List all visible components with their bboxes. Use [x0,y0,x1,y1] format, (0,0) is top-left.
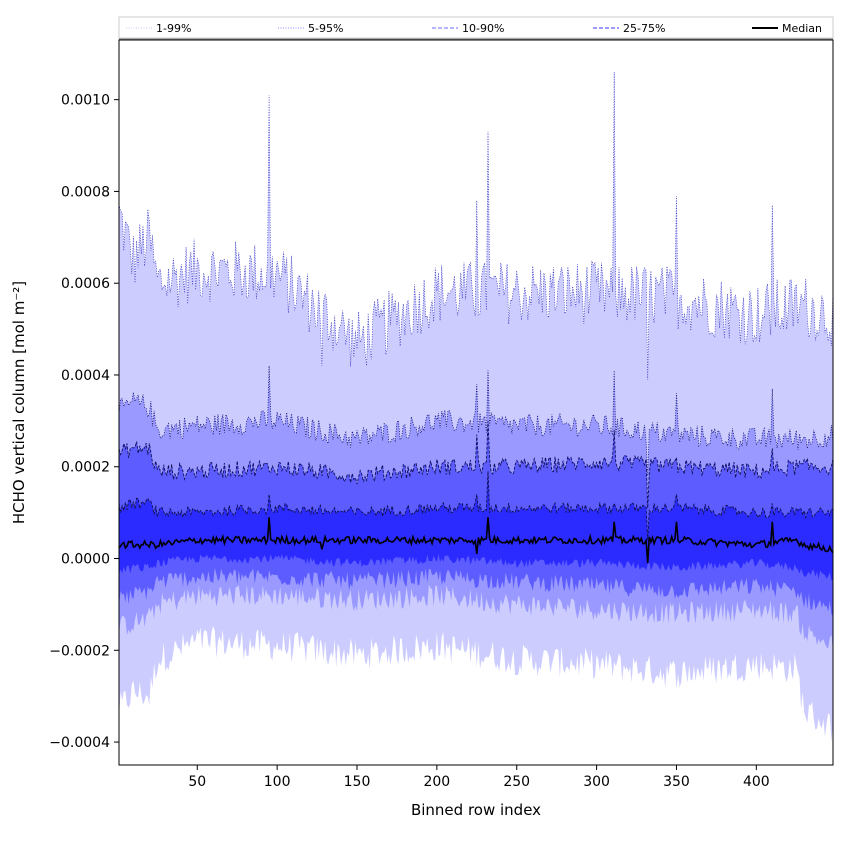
band-line-1-99% [118,72,834,380]
y-tick-label: 0.0004 [61,368,110,384]
median-line [118,517,834,564]
x-tick-label: 150 [344,774,371,790]
legend: 1-99% 5-95% 10-90% 25-75% Median [118,16,834,40]
x-axis-ticks: 50 100 150 200 250 300 350 400 [188,765,770,790]
legend-label: 5-95% [308,22,343,35]
band-line-10-90% [118,420,834,509]
x-tick-label: 200 [423,774,450,790]
x-tick-label: 50 [188,774,206,790]
y-tick-label: −0.0002 [49,643,110,659]
x-tick-label: 400 [743,774,770,790]
y-tick-label: 0.0000 [61,552,110,568]
band-25-75% [119,471,833,581]
median-series [118,517,834,564]
percentile-lines [118,72,834,541]
plot-frame [118,39,834,766]
y-tick-label: 0.0010 [61,93,110,109]
legend-box [118,16,834,39]
x-tick-label: 300 [583,774,610,790]
y-tick-label: 0.0006 [61,276,110,292]
x-axis-label: Binned row index [411,801,541,819]
y-tick-label: −0.0004 [49,735,110,751]
y-axis-label: HCHO vertical column [mol m⁻²] [10,281,28,524]
band-line-25-75% [118,471,834,541]
legend-label: Median [782,22,822,35]
x-tick-label: 250 [503,774,530,790]
percentile-bands [119,72,833,742]
legend-label: 1-99% [156,22,191,35]
y-tick-label: 0.0008 [61,184,110,200]
x-tick-label: 100 [264,774,291,790]
legend-label: 25-75% [623,22,665,35]
x-tick-label: 350 [663,774,690,790]
legend-label: 10-90% [462,22,504,35]
y-tick-label: 0.0002 [61,460,110,476]
y-axis-ticks: −0.0004 −0.0002 0.0000 0.0002 0.0004 0.0006 0.… [49,93,119,751]
